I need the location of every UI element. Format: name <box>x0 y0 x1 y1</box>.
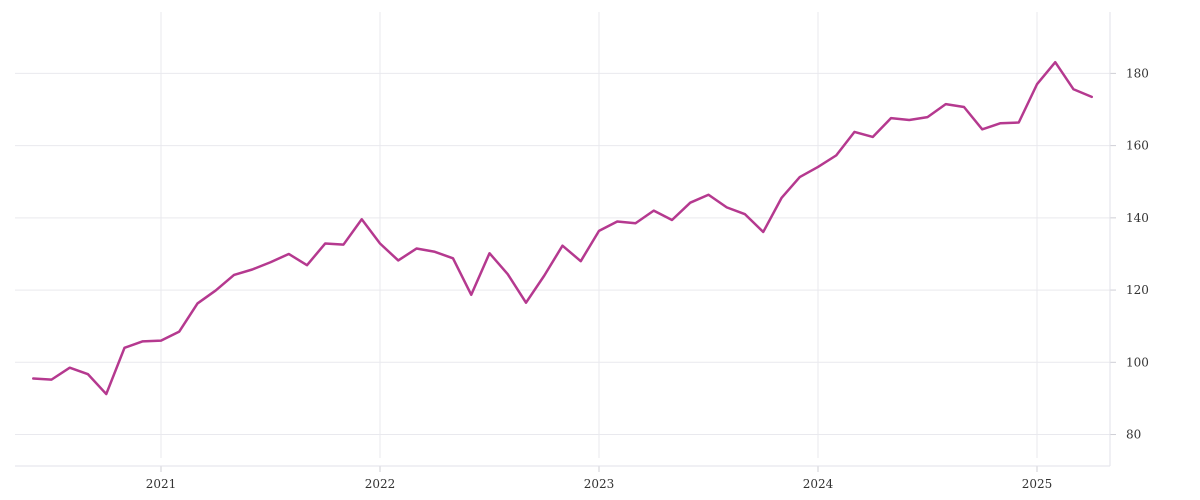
data-point <box>379 242 381 244</box>
data-point <box>525 302 527 304</box>
data-point <box>744 213 746 215</box>
x-tick-label: 2024 <box>803 477 834 491</box>
data-point <box>853 131 855 133</box>
data-point <box>196 302 198 304</box>
data-point <box>470 294 472 296</box>
data-point <box>945 103 947 105</box>
grid <box>15 12 1110 458</box>
data-point <box>561 244 563 246</box>
axes <box>15 12 1116 472</box>
data-point <box>342 243 344 245</box>
series-line <box>32 60 1093 396</box>
data-point <box>215 289 217 291</box>
data-point <box>799 176 801 178</box>
data-point <box>817 166 819 168</box>
data-point <box>178 330 180 332</box>
data-point <box>488 252 490 254</box>
data-point <box>963 106 965 108</box>
data-point <box>142 340 144 342</box>
data-point <box>598 230 600 232</box>
data-point <box>1036 83 1038 85</box>
data-point <box>762 231 764 233</box>
data-point <box>397 259 399 261</box>
data-point <box>1054 61 1056 63</box>
data-point <box>543 274 545 276</box>
data-point <box>707 194 709 196</box>
data-point <box>653 209 655 211</box>
y-tick-label: 160 <box>1126 139 1149 153</box>
data-point <box>160 339 162 341</box>
data-point <box>1018 121 1020 123</box>
x-tick-label: 2025 <box>1022 477 1053 491</box>
data-point <box>999 122 1001 124</box>
data-point <box>32 377 34 379</box>
data-point <box>452 257 454 259</box>
y-tick-label: 180 <box>1126 66 1149 80</box>
x-tick-label: 2021 <box>146 477 177 491</box>
data-point <box>288 253 290 255</box>
data-point <box>1072 88 1074 90</box>
data-point <box>926 116 928 118</box>
data-point <box>671 219 673 221</box>
data-point <box>123 347 125 349</box>
x-tick-label: 2022 <box>365 477 396 491</box>
y-tick-label: 120 <box>1126 283 1149 297</box>
data-point <box>689 201 691 203</box>
data-point <box>908 119 910 121</box>
data-point <box>890 117 892 119</box>
y-tick-label: 80 <box>1126 428 1141 442</box>
data-point <box>634 222 636 224</box>
data-point <box>105 393 107 395</box>
data-point <box>361 218 363 220</box>
series-layer <box>32 60 1093 396</box>
data-point <box>324 242 326 244</box>
data-point <box>580 260 582 262</box>
data-point <box>306 264 308 266</box>
data-point <box>507 273 509 275</box>
x-tick-label: 2023 <box>584 477 615 491</box>
data-point <box>415 247 417 249</box>
y-tick-label: 100 <box>1126 355 1149 369</box>
data-point <box>87 373 89 375</box>
data-point <box>872 136 874 138</box>
data-point <box>251 268 253 270</box>
data-point <box>233 274 235 276</box>
data-point <box>835 154 837 156</box>
data-point <box>69 367 71 369</box>
data-point <box>269 261 271 263</box>
data-point <box>50 378 52 380</box>
data-point <box>981 128 983 130</box>
tick-labels: 80 100 120 140 160 180 2021 2022 2023 2024 2025 <box>146 66 1149 491</box>
data-point <box>780 197 782 199</box>
data-point <box>1091 96 1093 98</box>
data-point <box>726 206 728 208</box>
data-point <box>434 251 436 253</box>
y-tick-label: 140 <box>1126 211 1149 225</box>
data-point <box>616 220 618 222</box>
